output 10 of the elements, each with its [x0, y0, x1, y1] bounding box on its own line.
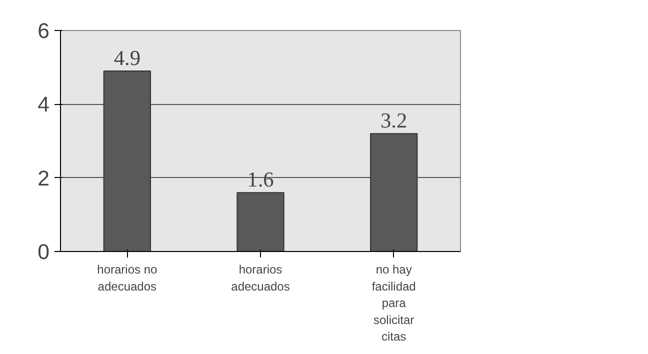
y-tick-label: 4 [38, 92, 50, 117]
y-tick-label: 2 [38, 166, 50, 190]
data-label: 3.2 [380, 108, 408, 133]
y-tick-label: 0 [38, 240, 50, 264]
bar [236, 192, 284, 252]
x-tick-label: horarios no adecuados [97, 262, 158, 294]
x-tick-label: horarios adecuados [231, 262, 290, 294]
data-label: 4.9 [114, 46, 141, 70]
x-tick-label: no hay facilidad para solicitar citas [372, 262, 416, 344]
y-tick-label: 6 [38, 19, 50, 43]
